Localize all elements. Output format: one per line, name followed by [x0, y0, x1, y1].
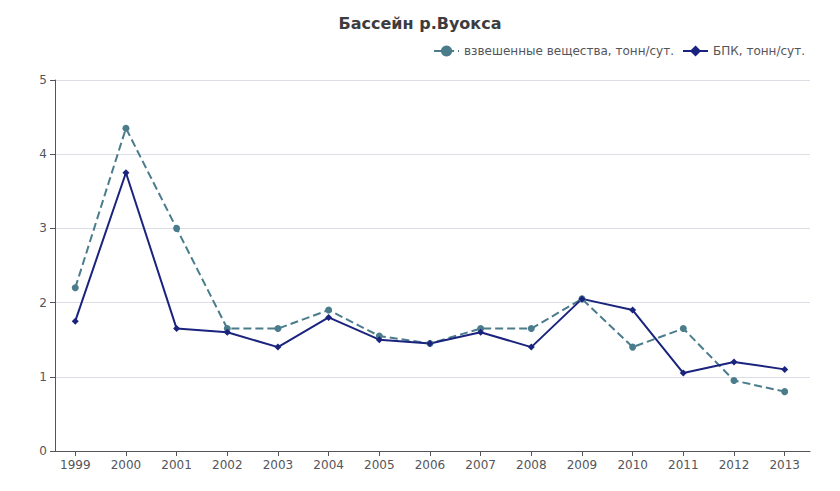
- svg-text:2002: 2002: [212, 458, 243, 472]
- svg-text:2011: 2011: [668, 458, 699, 472]
- svg-text:взвешенные вещества, тонн/сут.: взвешенные вещества, тонн/сут.: [464, 44, 674, 58]
- svg-text:2001: 2001: [161, 458, 192, 472]
- svg-text:2009: 2009: [567, 458, 598, 472]
- svg-text:2006: 2006: [415, 458, 446, 472]
- svg-text:1999: 1999: [60, 458, 91, 472]
- svg-text:2004: 2004: [313, 458, 344, 472]
- svg-text:2000: 2000: [111, 458, 142, 472]
- svg-text:3: 3: [39, 221, 47, 235]
- svg-text:2005: 2005: [364, 458, 395, 472]
- svg-text:2008: 2008: [516, 458, 547, 472]
- svg-text:2010: 2010: [617, 458, 648, 472]
- svg-text:0: 0: [39, 444, 47, 458]
- svg-text:5: 5: [39, 73, 47, 87]
- svg-text:2003: 2003: [263, 458, 294, 472]
- svg-text:Бассейн р.Вуокса: Бассейн р.Вуокса: [339, 14, 502, 33]
- svg-text:2007: 2007: [465, 458, 496, 472]
- svg-text:2: 2: [39, 296, 47, 310]
- svg-text:БПК, тонн/сут.: БПК, тонн/сут.: [713, 44, 805, 58]
- svg-text:4: 4: [39, 147, 47, 161]
- svg-text:2013: 2013: [769, 458, 800, 472]
- svg-text:2012: 2012: [719, 458, 750, 472]
- svg-text:1: 1: [39, 370, 47, 384]
